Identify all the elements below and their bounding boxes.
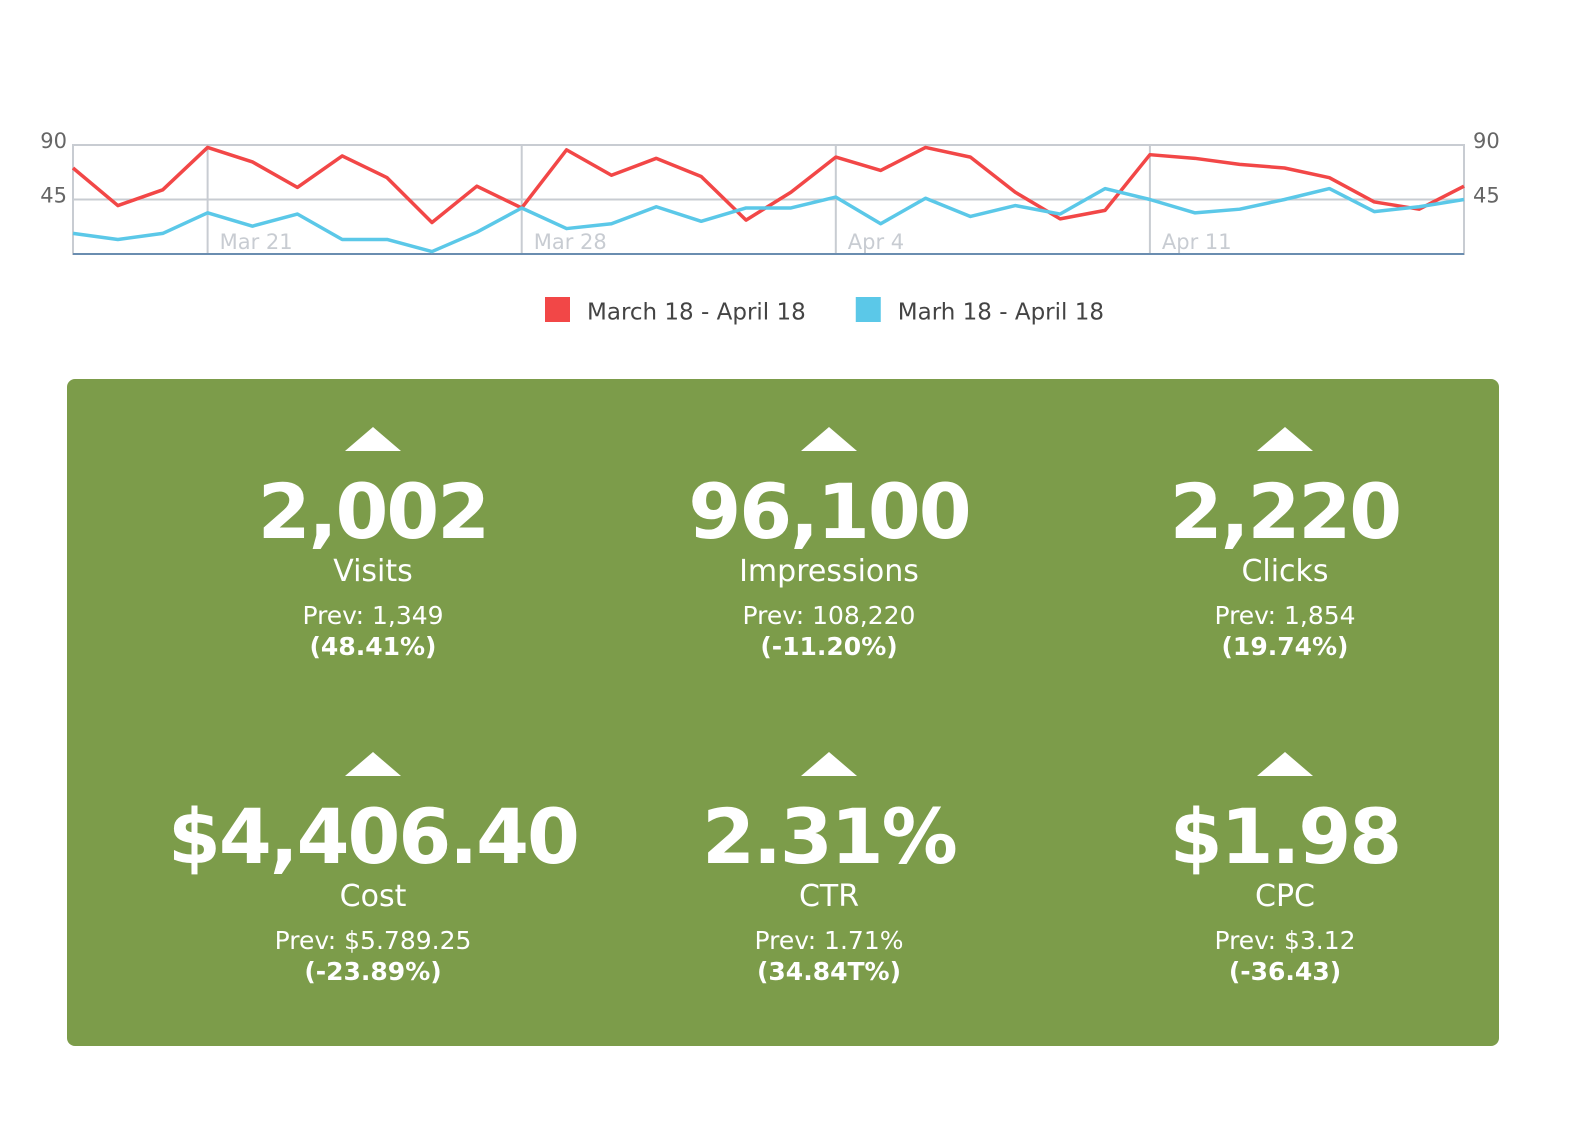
x-tick-label: Mar 28 bbox=[534, 230, 607, 254]
up-arrow bbox=[1257, 427, 1313, 451]
kpi-prev: Prev: 1,349 bbox=[302, 601, 444, 630]
legend-label: March 18 - April 18 bbox=[587, 300, 806, 326]
kpi-prev: Prev: $5.789.25 bbox=[274, 926, 472, 955]
kpi-value: $1.98 bbox=[1169, 792, 1402, 881]
kpi-card: $4,406.40 Cost Prev: $5.789.25 (-23.89%) bbox=[153, 752, 593, 988]
kpi-label: Cost bbox=[339, 879, 407, 914]
x-tick-label: Apr 4 bbox=[848, 230, 904, 254]
legend-swatch bbox=[855, 297, 881, 322]
kpi-change: (34.84T%) bbox=[756, 957, 902, 986]
kpi-change: (-11.20%) bbox=[760, 632, 898, 661]
y2-tick-label: 45 bbox=[1473, 184, 1500, 208]
up-arrow bbox=[345, 427, 401, 451]
up-arrow bbox=[345, 752, 401, 776]
kpi-label: Clicks bbox=[1241, 554, 1329, 589]
kpi-prev: Prev: 108,220 bbox=[742, 601, 916, 630]
kpi-card: $1.98 CPC Prev: $3.12 (-36.43) bbox=[1065, 752, 1505, 988]
y-tick-label: 45 bbox=[40, 184, 67, 208]
kpi-label: Impressions bbox=[739, 554, 919, 589]
kpi-prev: Prev: 1,854 bbox=[1214, 601, 1356, 630]
kpi-card: 2,002 Visits Prev: 1,349 (48.41%) bbox=[153, 427, 593, 663]
kpi-value: 2.31% bbox=[702, 792, 958, 881]
kpi-value: 2,220 bbox=[1169, 467, 1402, 556]
series-line bbox=[71, 145, 1465, 225]
kpi-change: (19.74%) bbox=[1221, 632, 1349, 661]
kpi-card: 2,220 Clicks Prev: 1,854 (19.74%) bbox=[1065, 427, 1505, 663]
x-tick-label: Apr 11 bbox=[1162, 230, 1232, 254]
kpi-value: 96,100 bbox=[688, 467, 971, 556]
up-arrow bbox=[801, 752, 857, 776]
kpi-label: CPC bbox=[1255, 879, 1315, 914]
kpi-change: (-36.43) bbox=[1228, 957, 1342, 986]
line-chart: 45 90 45 90 Mar 21 Mar 28 Apr 4 Apr 11 March 18 … bbox=[40, 129, 1500, 326]
kpi-card: 96,100 Impressions Prev: 108,220 (-11.20%) bbox=[609, 427, 1049, 663]
kpi-card: 2.31% CTR Prev: 1.71% (34.84T%) bbox=[609, 752, 1049, 988]
kpi-change: (-23.89%) bbox=[304, 957, 442, 986]
kpi-label: CTR bbox=[798, 879, 860, 914]
x-tick-label: Mar 21 bbox=[220, 230, 293, 254]
kpi-prev: Prev: $3.12 bbox=[1214, 926, 1356, 955]
series-line bbox=[72, 186, 1465, 254]
kpi-label: Visits bbox=[333, 554, 413, 589]
legend-label: Marh 18 - April 18 bbox=[898, 300, 1104, 326]
y2-tick-label: 90 bbox=[1473, 129, 1500, 153]
kpi-value: $4,406.40 bbox=[168, 792, 580, 881]
up-arrow bbox=[1257, 752, 1313, 776]
kpi-panel: 2,002 Visits Prev: 1,349 (48.41%) 96,100 Impr… bbox=[67, 379, 1499, 1046]
up-arrow bbox=[801, 427, 857, 451]
kpi-value: 2,002 bbox=[257, 467, 490, 556]
y-tick-label: 90 bbox=[40, 129, 67, 153]
kpi-change: (48.41%) bbox=[309, 632, 437, 661]
legend-swatch bbox=[545, 297, 570, 322]
kpi-prev: Prev: 1.71% bbox=[754, 926, 904, 955]
